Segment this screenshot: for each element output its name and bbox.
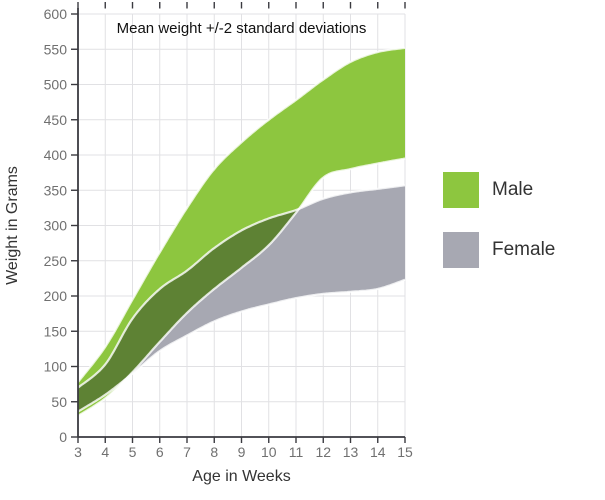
y-tick-label: 50 <box>51 394 67 410</box>
y-tick-label: 500 <box>44 77 68 93</box>
female-band-lower-edge <box>77 278 406 413</box>
legend-label-male: Male <box>492 179 534 200</box>
female-band-upper-edge <box>77 184 406 389</box>
y-tick-label: 150 <box>44 323 68 339</box>
y-tick-label: 250 <box>44 253 68 269</box>
female-series-swatch <box>443 232 479 268</box>
y-tick-label: 300 <box>44 218 68 234</box>
chart-title: Mean weight +/-2 standard deviations <box>117 20 367 37</box>
x-tick-label: 10 <box>261 444 277 460</box>
y-tick-label: 100 <box>44 359 68 375</box>
x-tick-label: 6 <box>156 444 164 460</box>
x-axis-title: Age in Weeks <box>192 468 290 485</box>
y-tick-label: 550 <box>44 41 68 57</box>
y-tick-label: 400 <box>44 147 68 163</box>
legend-item-female[interactable]: Female <box>443 232 555 268</box>
band-overlap-region <box>78 209 298 412</box>
series-bands <box>77 46 406 417</box>
female-band[interactable] <box>78 185 405 412</box>
male-series-swatch <box>443 172 479 208</box>
y-tick-label: 450 <box>44 112 68 128</box>
x-tick-label: 5 <box>129 444 137 460</box>
x-tick-label: 13 <box>343 444 359 460</box>
x-tick-label: 3 <box>74 444 82 460</box>
legend-label-female: Female <box>492 239 556 260</box>
legend: Male Female <box>443 172 555 292</box>
tick-labels: 0 50 100 150 200 250 300 350 400 450 500 550 600 3 4 5 6… <box>44 6 413 460</box>
y-tick-label: 600 <box>44 6 68 22</box>
x-tick-label: 12 <box>315 444 331 460</box>
x-tick-label: 8 <box>210 444 218 460</box>
legend-item-male[interactable]: Male <box>443 172 555 208</box>
x-tick-label: 4 <box>101 444 109 460</box>
male-band-upper-edge <box>77 46 406 383</box>
x-tick-label: 14 <box>370 444 386 460</box>
x-tick-label: 11 <box>289 444 304 460</box>
x-tick-label: 15 <box>397 444 413 460</box>
x-tick-label: 7 <box>183 444 191 460</box>
y-tick-label: 200 <box>44 288 68 304</box>
male-band-lower-edge <box>77 157 406 417</box>
y-tick-label: 350 <box>44 182 68 198</box>
axes <box>71 2 406 443</box>
y-tick-label: 0 <box>59 429 67 445</box>
y-axis-title: Weight in Grams <box>4 166 21 285</box>
x-tick-label: 9 <box>238 444 246 460</box>
